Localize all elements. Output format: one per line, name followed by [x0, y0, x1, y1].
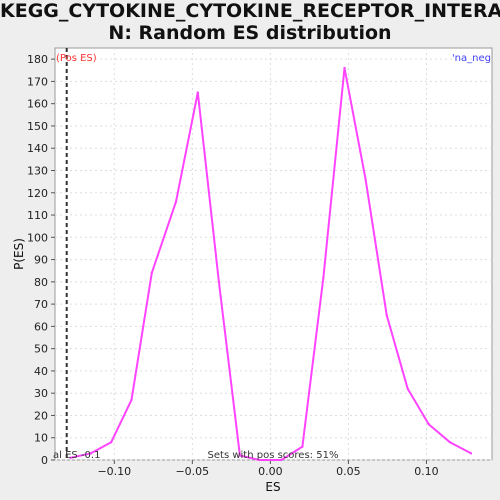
neg-es-label: 'na_neg	[452, 53, 491, 64]
x-tick-label: −0.05	[175, 465, 209, 478]
data-point	[280, 458, 283, 462]
chart-title: KEGG_CYTOKINE_CYTOKINE_RECEPTOR_INTERACT…	[0, 0, 500, 44]
chart-title-line2: N: Random ES distribution	[108, 22, 392, 44]
data-point	[364, 178, 367, 181]
series-layer	[69, 66, 473, 462]
y-tick-label: 180	[27, 53, 48, 66]
data-point	[469, 452, 473, 455]
data-point	[301, 445, 304, 448]
series-line	[70, 67, 472, 461]
pos-es-label: (Pos ES)	[56, 53, 97, 64]
y-tick-label: 30	[34, 387, 48, 400]
data-point	[89, 452, 93, 455]
x-tick-label: 0.05	[336, 465, 361, 478]
y-tick-label: 50	[34, 343, 48, 356]
data-point	[109, 440, 113, 444]
data-point	[238, 454, 242, 457]
y-tick-label: 110	[27, 209, 48, 222]
y-tick-label: 80	[34, 276, 48, 289]
y-axis: 0 10 20 30 40 50 60 70 80 90 100 110 120 130 140 150 160…	[27, 53, 55, 467]
data-point	[196, 91, 200, 94]
y-tick-label: 40	[34, 365, 48, 378]
y-tick-label: 70	[34, 298, 48, 311]
y-axis-label: P(ES)	[12, 238, 26, 270]
y-tick-label: 120	[27, 187, 48, 200]
data-point	[150, 271, 153, 275]
x-axis: −0.10 −0.05 0.00 0.05 0.10	[97, 460, 439, 478]
data-point	[69, 456, 72, 459]
data-point	[217, 280, 221, 284]
y-tick-label: 130	[27, 164, 48, 177]
y-tick-label: 0	[41, 454, 48, 467]
data-point	[322, 276, 325, 279]
y-tick-label: 10	[34, 432, 48, 445]
y-tick-label: 100	[27, 231, 48, 244]
y-tick-label: 90	[34, 254, 48, 267]
data-point	[406, 387, 409, 390]
y-tick-label: 170	[27, 75, 48, 88]
data-point	[130, 398, 133, 402]
x-tick-label: 0.10	[414, 465, 439, 478]
grid	[55, 48, 492, 461]
y-tick-label: 150	[27, 120, 48, 133]
data-point	[448, 440, 452, 444]
data-point	[385, 314, 388, 317]
y-tick-label: 60	[34, 320, 48, 333]
x-tick-label: −0.10	[97, 465, 131, 478]
y-tick-label: 160	[27, 98, 48, 111]
y-tick-label: 20	[34, 409, 48, 422]
real-es-label: al ES -0.1	[53, 450, 100, 461]
sets-pos-scores-label: Sets with pos scores: 51%	[208, 450, 339, 461]
y-tick-label: 140	[27, 142, 48, 155]
x-axis-label: ES	[265, 480, 280, 494]
data-point	[174, 200, 178, 203]
chart-title-line1: KEGG_CYTOKINE_CYTOKINE_RECEPTOR_INTERACT…	[0, 0, 500, 22]
data-point	[427, 423, 430, 426]
plot-area	[54, 47, 493, 461]
x-tick-label: 0.00	[258, 465, 283, 478]
data-point	[343, 66, 346, 70]
data-point	[258, 458, 261, 462]
